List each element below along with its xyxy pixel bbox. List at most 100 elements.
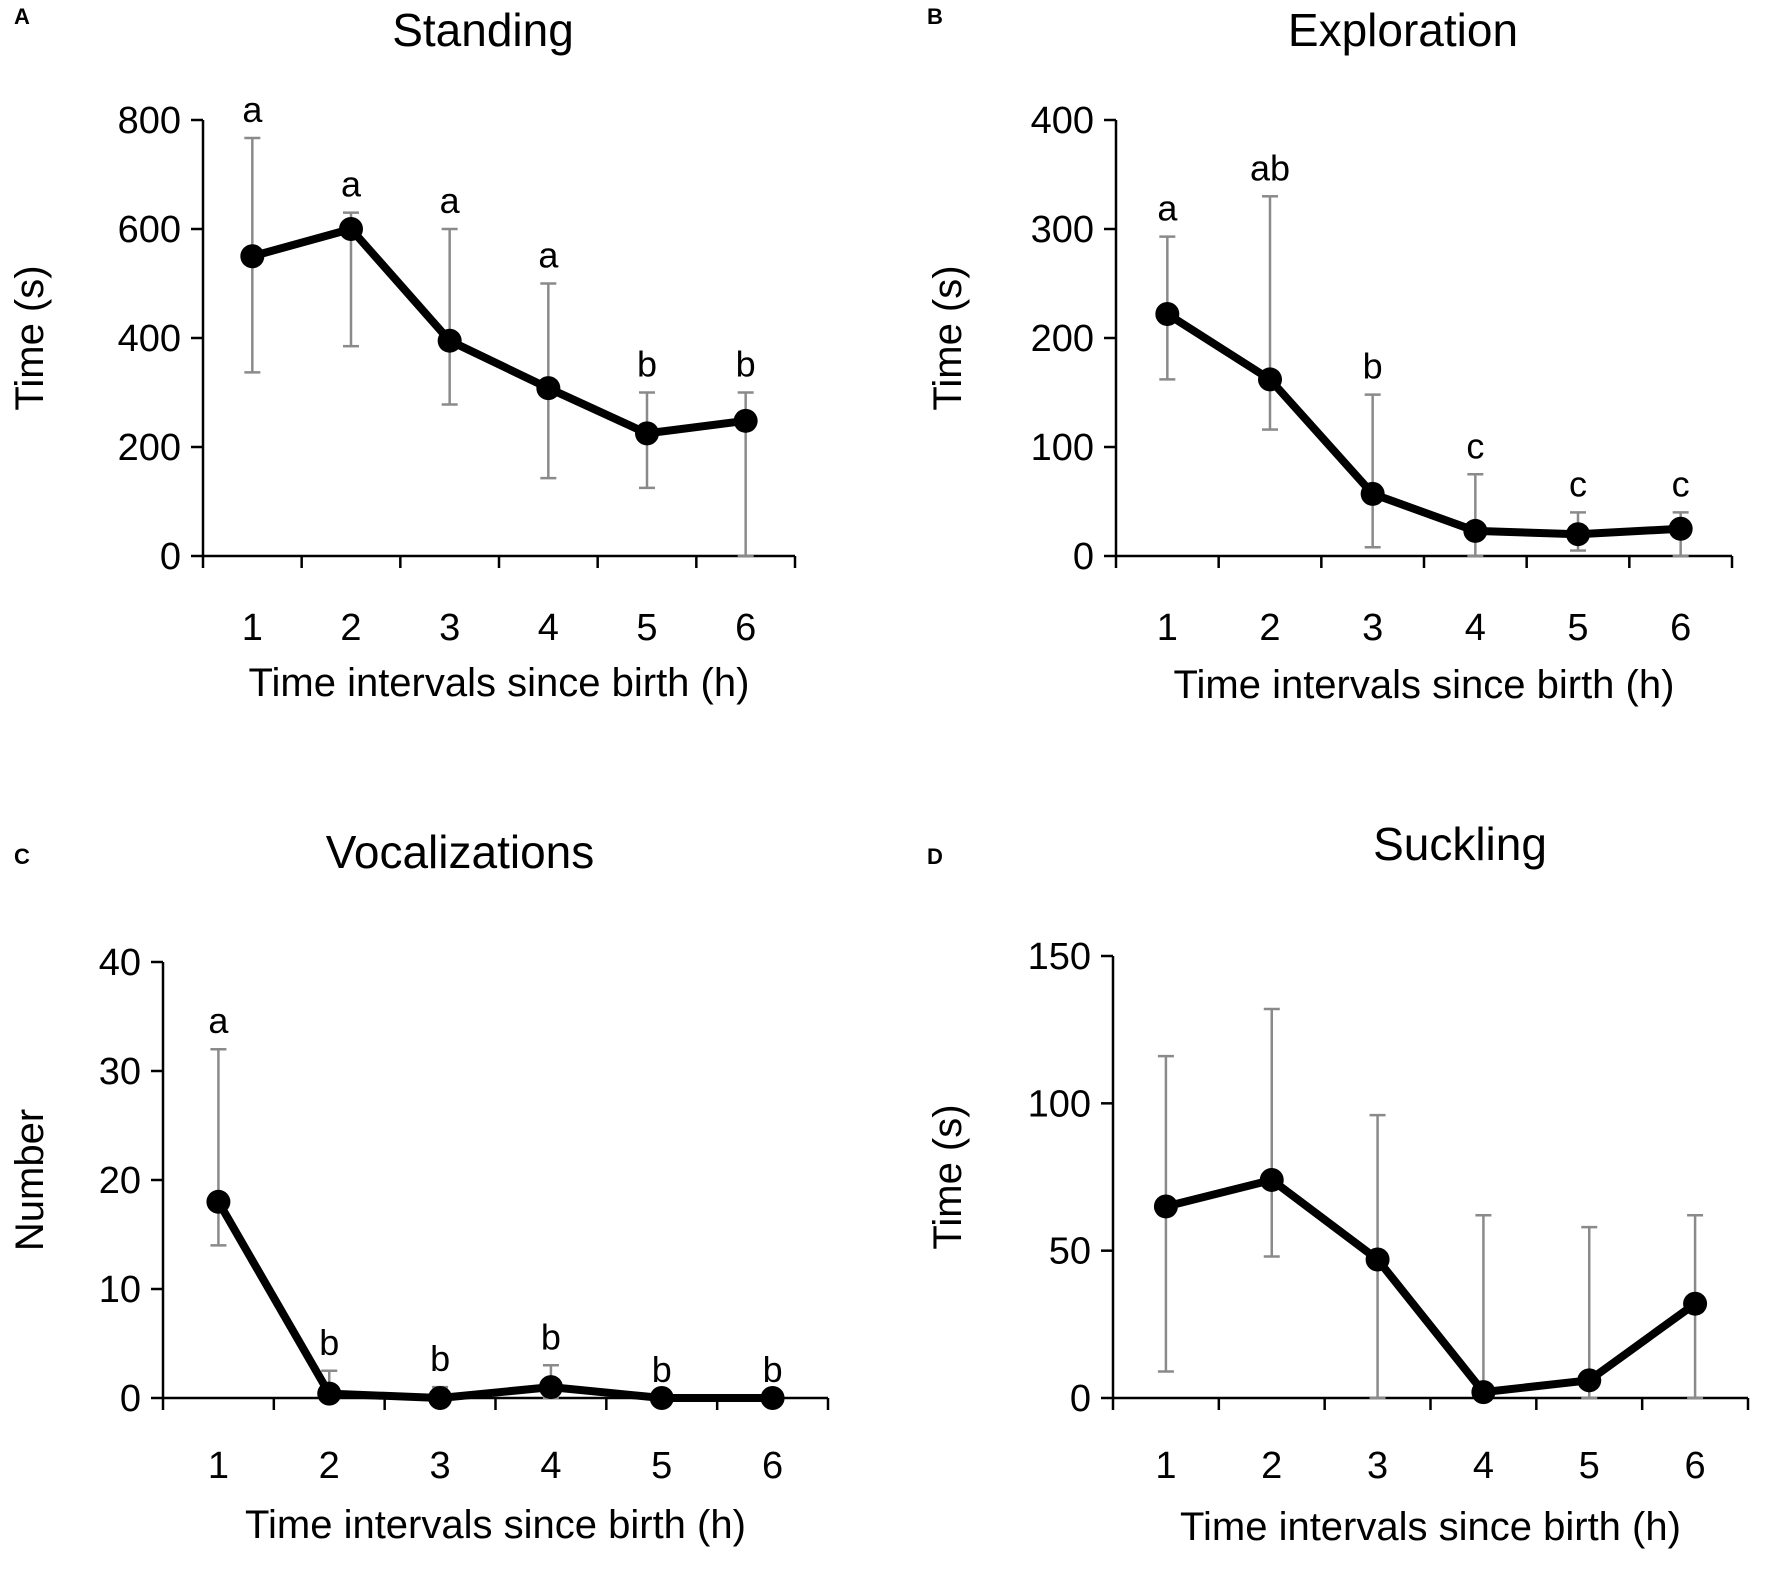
y-axis-label: Number	[8, 1109, 52, 1251]
data-point	[536, 376, 561, 401]
panel-letter: D	[927, 844, 943, 869]
data-point	[760, 1386, 785, 1410]
y-tick-label: 10	[99, 1269, 141, 1311]
data-point	[1668, 516, 1693, 541]
y-tick-label: 200	[118, 427, 181, 469]
x-tick-label: 1	[242, 607, 263, 649]
y-tick-label: 40	[99, 942, 141, 984]
panel-letter: B	[927, 4, 943, 29]
y-tick-label: 150	[1028, 936, 1091, 978]
y-tick-label: 300	[1031, 209, 1094, 251]
y-tick-label: 600	[118, 209, 181, 251]
significance-label: b	[541, 1316, 561, 1357]
data-point	[317, 1381, 342, 1406]
data-point	[339, 217, 363, 241]
x-axis-label: Time intervals since birth (h)	[1174, 663, 1675, 707]
y-tick-label: 100	[1028, 1083, 1091, 1125]
chart-panel-c: C Vocalizations 0 10 20 30 40 1 2 3 4 5 6 Time interv…	[8, 826, 830, 1547]
significance-label: a	[1157, 188, 1178, 229]
x-tick-label: 4	[1473, 1445, 1494, 1487]
x-tick-label: 5	[1567, 607, 1588, 649]
x-axis-label: Time intervals since birth (h)	[245, 1503, 746, 1547]
x-tick-label: 6	[735, 607, 756, 649]
significance-label: c	[1569, 463, 1587, 504]
significance-label: b	[736, 344, 756, 385]
data-point	[1258, 367, 1282, 392]
significance-label: a	[208, 1000, 229, 1041]
significance-label: b	[319, 1322, 339, 1363]
x-axis-label: Time intervals since birth (h)	[249, 661, 750, 705]
significance-label: ab	[1250, 147, 1290, 188]
x-tick-label: 5	[636, 607, 657, 649]
data-point	[1155, 302, 1180, 327]
y-tick-label: 100	[1031, 427, 1094, 469]
x-tick-label: 4	[540, 1445, 561, 1487]
chart-title: Standing	[392, 4, 574, 56]
x-tick-label: 3	[1367, 1445, 1388, 1487]
y-tick-label: 20	[99, 1160, 141, 1202]
y-tick-label: 400	[1031, 100, 1094, 142]
chart-title: Exploration	[1288, 4, 1518, 56]
x-tick-label: 4	[538, 607, 559, 649]
y-axis-label: Time (s)	[926, 1104, 970, 1249]
significance-label: c	[1672, 463, 1690, 504]
x-tick-label: 6	[762, 1445, 783, 1487]
y-tick-label: 50	[1049, 1231, 1091, 1273]
chart-title: Suckling	[1373, 818, 1547, 870]
y-tick-label: 200	[1031, 318, 1094, 360]
x-tick-label: 2	[319, 1445, 340, 1487]
series-line	[251, 225, 747, 438]
data-point	[1683, 1291, 1708, 1316]
y-tick-label: 30	[99, 1051, 141, 1093]
significance-label: b	[1363, 346, 1383, 387]
y-tick-label: 400	[118, 318, 181, 360]
panel-letter: A	[14, 4, 30, 29]
significance-label: c	[1466, 425, 1484, 466]
data-point	[1153, 1194, 1178, 1219]
x-tick-label: 5	[1579, 1445, 1600, 1487]
data-point	[1259, 1167, 1284, 1192]
y-tick-label: 800	[118, 100, 181, 142]
data-point	[733, 408, 758, 433]
significance-label: b	[652, 1349, 672, 1390]
data-point	[206, 1189, 231, 1214]
series-line	[214, 1199, 773, 1402]
chart-panel-a: A Standing 0 200 400 600 800 1 2 3 4 5 6 Time interva…	[8, 4, 797, 705]
chart-title: Vocalizations	[326, 826, 595, 878]
significance-label: a	[341, 164, 362, 205]
x-tick-label: 6	[1685, 1445, 1706, 1487]
significance-label: b	[763, 1349, 783, 1390]
x-tick-label: 6	[1670, 607, 1691, 649]
panel-letter: C	[14, 844, 30, 869]
y-tick-label: 0	[1070, 1378, 1091, 1420]
y-tick-label: 0	[120, 1378, 141, 1420]
y-axis-label: Time (s)	[926, 265, 970, 410]
x-tick-label: 4	[1465, 607, 1486, 649]
data-point	[1463, 518, 1488, 543]
chart-panel-b: B Exploration 0 100 200 300 400 1 2 3 4 5 6 Time inte…	[926, 4, 1734, 707]
y-tick-label: 0	[1073, 536, 1094, 578]
x-tick-label: 1	[208, 1445, 229, 1487]
significance-label: b	[430, 1338, 450, 1379]
significance-label: a	[440, 180, 461, 221]
significance-label: a	[538, 235, 559, 276]
significance-label: b	[637, 344, 657, 385]
significance-label: a	[242, 89, 263, 130]
data-point	[649, 1386, 674, 1410]
x-tick-label: 2	[1259, 607, 1280, 649]
x-tick-label: 3	[430, 1445, 451, 1487]
data-point	[1566, 522, 1590, 547]
x-axis-label: Time intervals since birth (h)	[1180, 1505, 1681, 1549]
data-point	[428, 1386, 453, 1410]
x-tick-label: 1	[1157, 607, 1178, 649]
data-point	[538, 1375, 563, 1400]
data-point	[437, 328, 462, 353]
data-point	[1471, 1380, 1496, 1405]
data-point	[1360, 481, 1385, 506]
x-tick-label: 2	[1261, 1445, 1282, 1487]
y-tick-label: 0	[160, 536, 181, 578]
data-point	[240, 244, 265, 269]
